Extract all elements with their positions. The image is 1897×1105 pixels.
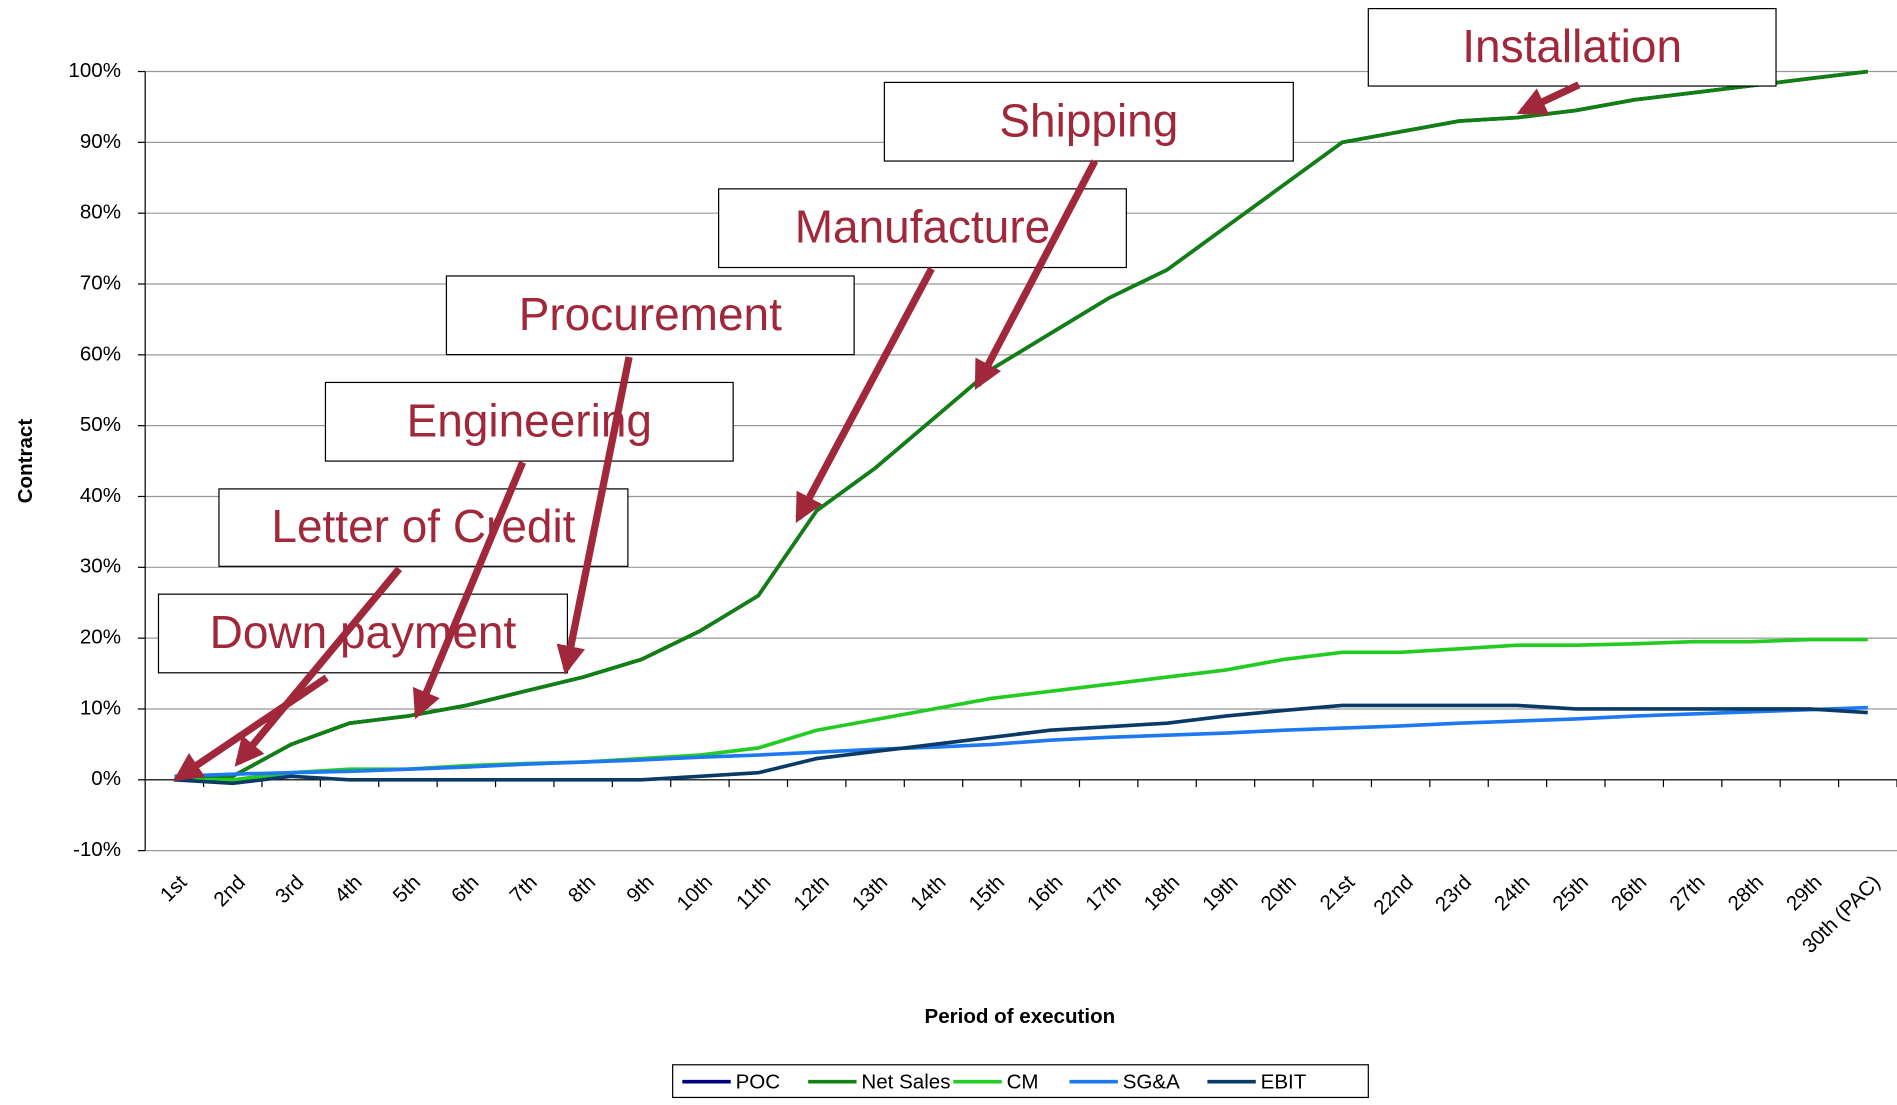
y-tick-label: 30% (80, 555, 121, 578)
x-tick-label: 17th (1081, 871, 1126, 916)
x-tick-label: 4th (330, 871, 366, 907)
series-line (174, 705, 1868, 779)
annotation-arrow (1516, 81, 1581, 115)
x-tick-label: 13th (848, 871, 893, 916)
y-tick-label: 20% (80, 626, 121, 649)
annotation-text: Letter of Credit (271, 500, 575, 552)
y-tick-label: 80% (80, 201, 121, 224)
x-tick-label: 5th (389, 871, 425, 907)
x-tick-label: 2nd (209, 871, 250, 912)
x-axis-title: Period of execution (925, 1005, 1116, 1028)
x-tick-label: 27th (1665, 871, 1710, 916)
x-tick-label: 10th (672, 871, 717, 916)
legend: POC Net Sales CM SG&A EBIT (672, 1064, 1369, 1099)
x-tick-label: 20th (1256, 871, 1301, 916)
x-tick-label: 25th (1548, 871, 1593, 916)
x-tick-label: 24th (1490, 871, 1535, 916)
x-tick-label: 7th (505, 871, 541, 907)
y-tick-label: 100% (68, 59, 121, 82)
annotation-box (1367, 8, 1777, 87)
y-tick-label: 70% (80, 271, 121, 294)
legend-label: Net Sales (861, 1070, 950, 1093)
x-tick-label: 28th (1724, 871, 1769, 916)
x-tick-label: 26th (1607, 871, 1652, 916)
x-tick-label: 14th (906, 871, 951, 916)
annotation-text: Manufacture (795, 201, 1051, 253)
y-tick-label: 60% (80, 342, 121, 365)
legend-label: POC (736, 1070, 781, 1093)
annotation-box (324, 381, 734, 462)
annotation-text: Shipping (999, 94, 1178, 146)
series-line (174, 703, 1868, 786)
x-tick-label: 21st (1316, 871, 1360, 915)
x-tick-label: 11th (732, 871, 775, 914)
y-tick-label: 50% (80, 413, 121, 436)
series-line (174, 69, 1869, 782)
x-tick-label: 3rd (271, 871, 308, 908)
y-tick-label: 0% (91, 767, 121, 790)
y-tick-label: -10% (73, 838, 121, 861)
x-tick-label: 23rd (1431, 871, 1476, 916)
legend-label: SG&A (1123, 1070, 1180, 1093)
annotation-arrow (412, 460, 526, 720)
x-tick-label: 15th (964, 871, 1009, 916)
annotation-box (218, 488, 629, 567)
y-tick-label: 90% (80, 130, 121, 153)
legend-label: CM (1007, 1070, 1039, 1093)
y-tick-label: 10% (80, 696, 121, 719)
annotation-box (445, 275, 855, 356)
annotation-arrow (234, 566, 403, 767)
x-tick-label: 9th (622, 871, 658, 907)
y-axis-title: Contract (14, 419, 37, 504)
x-tick-label: 8th (564, 871, 600, 907)
x-tick-label: 12th (789, 871, 834, 916)
x-tick-label: 29th (1782, 871, 1827, 916)
y-tick-label: 40% (80, 484, 121, 507)
legend-label: EBIT (1261, 1070, 1307, 1093)
x-tick-label: 16th (1023, 871, 1068, 916)
x-tick-label: 1st (156, 871, 192, 907)
x-tick-label: 19th (1198, 871, 1243, 916)
annotation-arrow (556, 356, 633, 675)
x-tick-label: 22nd (1369, 871, 1418, 920)
annotation-text: Installation (1462, 20, 1682, 72)
annotation-text: Procurement (519, 288, 782, 340)
annotation-box (883, 81, 1294, 162)
annotation-arrow (795, 267, 935, 524)
annotation-arrow (173, 674, 329, 782)
x-tick-label: 6th (447, 871, 483, 907)
x-tick-label: 18th (1140, 871, 1185, 916)
annotation-arrow (974, 159, 1099, 391)
